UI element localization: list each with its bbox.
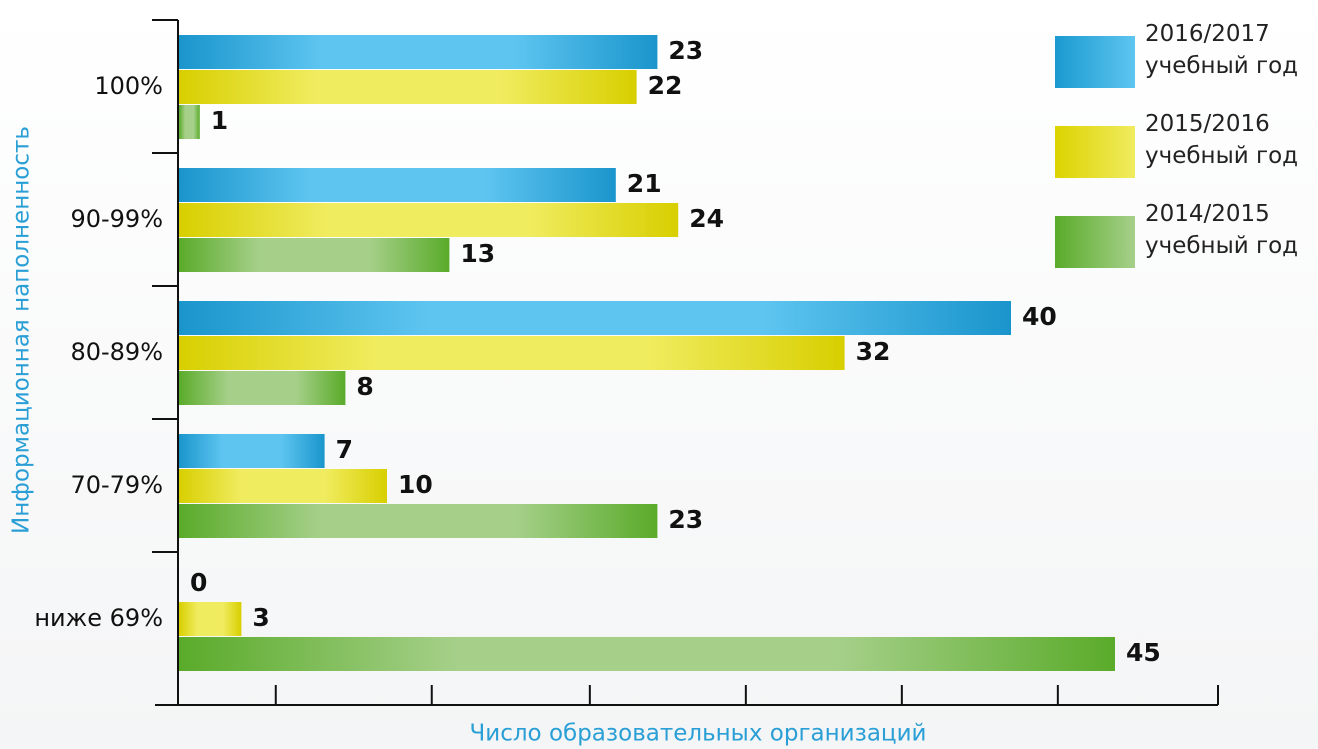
value-label: 10 xyxy=(398,470,433,499)
bar xyxy=(179,602,242,636)
legend-swatch xyxy=(1055,36,1135,88)
bar xyxy=(179,105,200,139)
value-label: 23 xyxy=(668,505,703,534)
bar xyxy=(179,637,1115,671)
y-tick-label: ниже 69% xyxy=(34,604,163,632)
value-label: 24 xyxy=(689,204,724,233)
value-label: 1 xyxy=(211,106,228,135)
bar xyxy=(179,371,346,405)
value-label: 45 xyxy=(1126,638,1161,667)
value-label: 21 xyxy=(627,169,662,198)
bar xyxy=(179,203,679,237)
legend-swatch xyxy=(1055,216,1135,268)
value-label: 8 xyxy=(356,372,373,401)
x-axis-title: Число образовательных организаций xyxy=(470,721,927,747)
bar xyxy=(179,504,658,538)
value-label: 22 xyxy=(648,71,683,100)
bar xyxy=(179,434,325,468)
bar xyxy=(179,336,845,370)
legend-item: 2014/2015 учебный год xyxy=(1055,198,1315,278)
legend-item: 2016/2017 учебный год xyxy=(1055,18,1315,98)
value-label: 13 xyxy=(460,239,495,268)
value-label: 32 xyxy=(856,337,891,366)
bar xyxy=(179,168,616,202)
value-label: 7 xyxy=(336,435,353,464)
bar xyxy=(179,301,1011,335)
value-label: 40 xyxy=(1022,302,1057,331)
y-tick-label: 80-89% xyxy=(70,338,163,366)
bar xyxy=(179,70,637,104)
value-label: 23 xyxy=(668,36,703,65)
legend-label: 2015/2016 учебный год xyxy=(1145,111,1299,169)
bar xyxy=(179,469,387,503)
y-tick-label: 90-99% xyxy=(70,205,163,233)
y-tick-label: 70-79% xyxy=(70,471,163,499)
value-label: 3 xyxy=(252,603,269,632)
legend-swatch xyxy=(1055,126,1135,178)
legend-item: 2015/2016 учебный год xyxy=(1055,108,1315,188)
y-tick-label: 100% xyxy=(94,72,163,100)
value-label: 0 xyxy=(190,568,207,597)
legend-label: 2014/2015 учебный год xyxy=(1145,201,1299,259)
bar xyxy=(179,35,658,69)
bar xyxy=(179,238,450,272)
y-axis-title: Информационная наполненность xyxy=(9,126,35,534)
legend-label: 2016/2017 учебный год xyxy=(1145,21,1299,79)
